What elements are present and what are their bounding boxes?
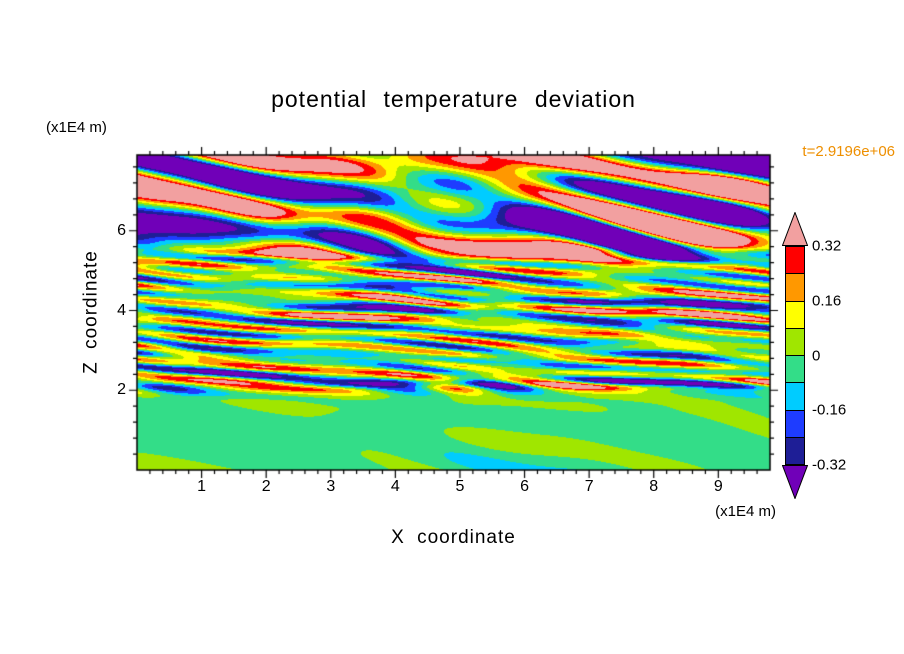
colorbar-band bbox=[786, 247, 804, 275]
x-axis-label: X coordinate bbox=[391, 527, 516, 548]
colorbar-band bbox=[786, 301, 804, 329]
x-tick-label: 5 bbox=[455, 478, 465, 495]
colorbar-tick-label: 0 bbox=[812, 347, 821, 364]
x-tick-label: 4 bbox=[390, 478, 400, 495]
colorbar-band bbox=[786, 274, 804, 302]
colorbar-band bbox=[786, 410, 804, 438]
z-axis-unit-label: (x1E4 m) bbox=[46, 119, 107, 136]
x-tick-label: 1 bbox=[197, 478, 207, 495]
x-tick-label: 7 bbox=[584, 478, 594, 495]
x-tick-label: 2 bbox=[261, 478, 271, 495]
z-tick-label: 4 bbox=[117, 301, 126, 319]
x-axis-unit-label: (x1E4 m) bbox=[715, 503, 776, 520]
page-title: potential temperature deviation bbox=[271, 86, 636, 112]
contour-field-canvas bbox=[117, 125, 790, 515]
x-tick-label: 6 bbox=[520, 478, 529, 495]
colorbar-band bbox=[786, 437, 804, 464]
z-tick-label: 6 bbox=[117, 221, 126, 239]
colorbar-over-arrow-icon bbox=[782, 212, 808, 246]
colorbar-tick-label: -0.32 bbox=[812, 456, 847, 474]
colorbar-tick-label: 0.16 bbox=[812, 292, 842, 310]
x-tick-label: 8 bbox=[649, 478, 659, 495]
x-tick-label: 3 bbox=[326, 478, 336, 495]
colorbar-tick-label: -0.16 bbox=[812, 401, 847, 419]
colorbar-band bbox=[786, 383, 804, 411]
colorbar-band bbox=[786, 328, 804, 356]
colorbar-under-arrow-icon bbox=[782, 465, 808, 499]
colorbar-body bbox=[785, 246, 805, 465]
colorbar bbox=[782, 212, 808, 499]
x-tick-label: 9 bbox=[713, 478, 723, 495]
colorbar-band bbox=[786, 356, 804, 384]
colorbar-tick-label: 0.32 bbox=[812, 237, 842, 255]
z-tick-label: 2 bbox=[117, 381, 126, 399]
time-label: t=2.9196e+06 bbox=[802, 143, 895, 160]
